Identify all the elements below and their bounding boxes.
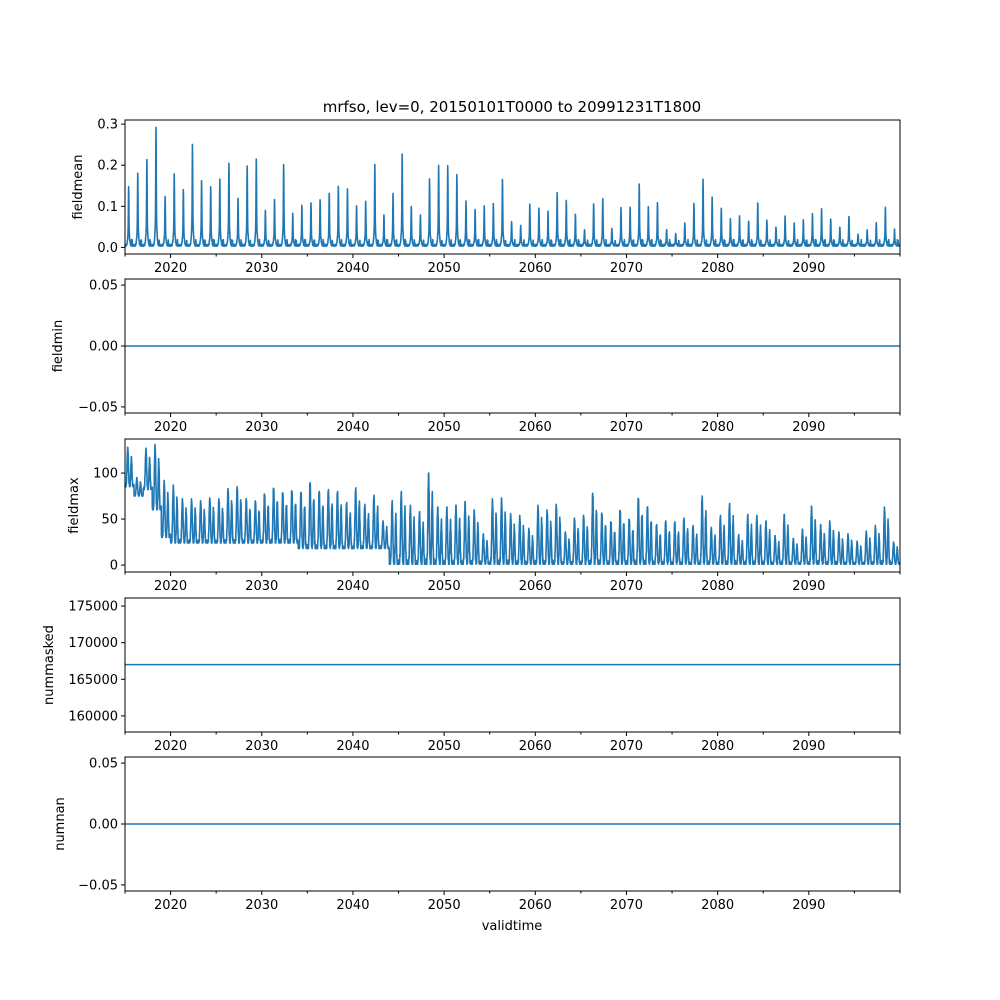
x-tick-label: 2050 bbox=[428, 579, 461, 594]
y-axis-label: fieldmean bbox=[71, 155, 86, 220]
x-tick-label: 2090 bbox=[792, 898, 825, 913]
subplot-fieldmean: 0.0 0.1 0.2 0.3 2020 2030 2040 2050 2060 2070 2080… bbox=[71, 118, 901, 276]
y-axis-label: nummasked bbox=[42, 625, 57, 705]
x-tick-label: 2020 bbox=[154, 420, 187, 435]
x-tick-label: 2030 bbox=[245, 739, 278, 754]
x-tick-label: 2070 bbox=[610, 420, 643, 435]
x-axis-label: validtime bbox=[482, 919, 543, 934]
x-tick-label: 2090 bbox=[792, 739, 825, 754]
y-tick-label: 0.1 bbox=[97, 200, 118, 215]
y-tick-label: 0.00 bbox=[89, 818, 118, 833]
axes-frame bbox=[124, 597, 901, 733]
x-tick-label: 2020 bbox=[154, 739, 187, 754]
x-tick-label: 2050 bbox=[428, 739, 461, 754]
x-tick-label: 2060 bbox=[519, 420, 552, 435]
x-tick-label: 2040 bbox=[336, 898, 369, 913]
subplot-fieldmax: 0 50 100 2020 2030 2040 2050 2060 2070 2080 2090 fi… bbox=[67, 438, 901, 594]
y-tick-label: 100 bbox=[93, 467, 118, 482]
x-tick-label: 2050 bbox=[428, 261, 461, 276]
y-tick-label: 0.05 bbox=[89, 757, 118, 772]
y-axis-label: fieldmin bbox=[51, 320, 66, 373]
axes-frame bbox=[124, 119, 901, 255]
x-tick-label: 2070 bbox=[610, 261, 643, 276]
x-tick-label: 2080 bbox=[701, 261, 734, 276]
x-tick-label: 2070 bbox=[610, 579, 643, 594]
y-tick-label: 0.3 bbox=[97, 118, 118, 133]
x-tick-label: 2040 bbox=[336, 261, 369, 276]
y-tick-label: 0.05 bbox=[89, 279, 118, 294]
x-tick-label: 2060 bbox=[519, 898, 552, 913]
x-tick-label: 2080 bbox=[701, 739, 734, 754]
x-tick-label: 2080 bbox=[701, 898, 734, 913]
x-tick-label: 2060 bbox=[519, 261, 552, 276]
fieldmean-series-line bbox=[124, 126, 901, 247]
x-tick-label: 2090 bbox=[792, 420, 825, 435]
x-tick-label: 2050 bbox=[428, 420, 461, 435]
x-tick-label: 2090 bbox=[792, 579, 825, 594]
x-tick-label: 2020 bbox=[154, 579, 187, 594]
x-tick-label: 2070 bbox=[610, 739, 643, 754]
subplot-numnan: −0.05 0.00 0.05 2020 2030 2040 2050 2060 2070 208… bbox=[53, 756, 901, 913]
x-tick-label: 2020 bbox=[154, 261, 187, 276]
chart-title: mrfso, lev=0, 20150101T0000 to 20991231T… bbox=[323, 98, 701, 116]
subplot-fieldmin: −0.05 0.00 0.05 2020 2030 2040 2050 2060 2070 208… bbox=[51, 278, 901, 435]
y-tick-label: 175000 bbox=[68, 600, 118, 615]
x-tick-label: 2030 bbox=[245, 420, 278, 435]
y-tick-label: 50 bbox=[101, 513, 118, 528]
x-tick-label: 2040 bbox=[336, 579, 369, 594]
x-tick-label: 2030 bbox=[245, 898, 278, 913]
y-tick-label: 0.0 bbox=[97, 241, 118, 256]
y-tick-label: −0.05 bbox=[78, 400, 118, 415]
x-tick-label: 2020 bbox=[154, 898, 187, 913]
y-tick-label: 170000 bbox=[68, 636, 118, 651]
axes-frame bbox=[124, 438, 901, 573]
y-tick-label: 0.2 bbox=[97, 159, 118, 174]
x-tick-label: 2080 bbox=[701, 420, 734, 435]
subplot-nummasked: 160000 165000 170000 175000 2020 2030 2040 2050… bbox=[42, 597, 901, 754]
x-tick-label: 2030 bbox=[245, 261, 278, 276]
y-tick-label: 160000 bbox=[68, 709, 118, 724]
x-tick-label: 2080 bbox=[701, 579, 734, 594]
x-tick-label: 2060 bbox=[519, 579, 552, 594]
x-tick-label: 2090 bbox=[792, 261, 825, 276]
x-tick-label: 2030 bbox=[245, 579, 278, 594]
y-axis-label: numnan bbox=[53, 797, 68, 851]
y-tick-label: 165000 bbox=[68, 673, 118, 688]
fieldmax-series-line bbox=[124, 443, 901, 565]
x-tick-label: 2060 bbox=[519, 739, 552, 754]
y-axis-label: fieldmax bbox=[67, 477, 82, 534]
x-tick-label: 2050 bbox=[428, 898, 461, 913]
x-tick-label: 2070 bbox=[610, 898, 643, 913]
x-tick-label: 2040 bbox=[336, 420, 369, 435]
y-tick-label: 0.00 bbox=[89, 340, 118, 355]
x-tick-label: 2040 bbox=[336, 739, 369, 754]
y-tick-label: −0.05 bbox=[78, 878, 118, 893]
y-tick-label: 0 bbox=[110, 559, 118, 574]
